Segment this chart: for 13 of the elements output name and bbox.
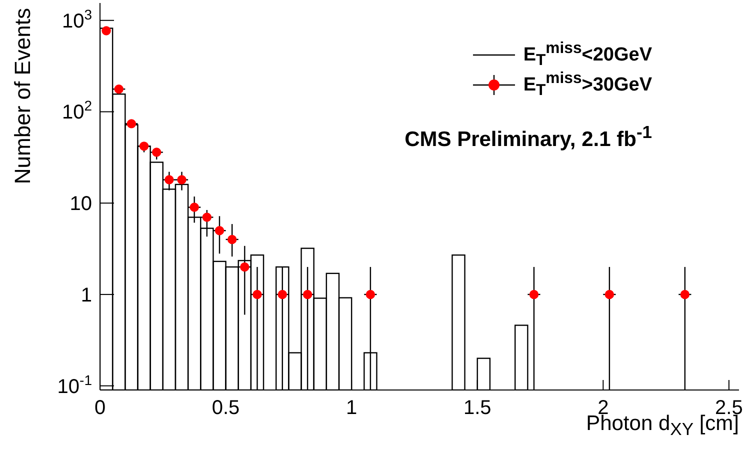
annotation: CMS Preliminary, 2.1 fb$^{-1}$ xyxy=(404,122,652,152)
y-tick-label: 10$^{2}$ xyxy=(62,98,92,124)
y-tick-label: 10 xyxy=(70,193,92,216)
y-tick-label: 10$^{3}$ xyxy=(62,6,92,32)
x-tick-label: 1.5 xyxy=(463,397,492,419)
y-axis-title: Number of Events xyxy=(10,8,36,184)
x-tick-label: 0 xyxy=(94,397,106,419)
x-tick-label: 0.5 xyxy=(212,397,240,419)
y-tick-label: 10$^{-1}$ xyxy=(57,372,92,398)
legend-label: E$_{T}$$^{miss}$<20GeV xyxy=(523,40,652,70)
y-tick-label: 1 xyxy=(80,284,92,306)
legend-label: E$_{T}$$^{miss}$>30GeV xyxy=(523,70,652,100)
x-tick-label: 1 xyxy=(346,397,358,419)
